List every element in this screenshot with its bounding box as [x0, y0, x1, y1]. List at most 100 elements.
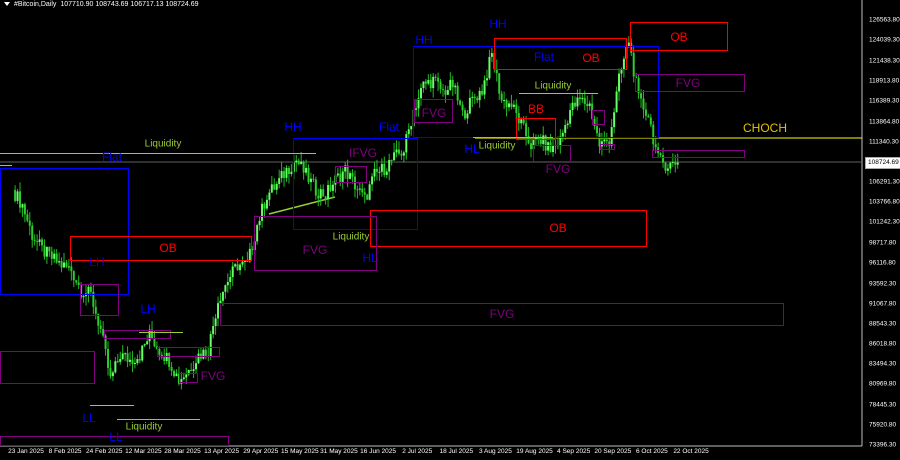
price-tick-label: 124039.30: [869, 36, 900, 44]
fvg-zone[interactable]: [179, 373, 198, 383]
candle: [146, 341, 149, 345]
liquidity-line[interactable]: [117, 419, 200, 420]
candle: [522, 119, 525, 124]
order-block-zone[interactable]: [630, 22, 728, 51]
candle: [419, 88, 422, 99]
order-block-zone[interactable]: [494, 38, 627, 70]
candle: [270, 184, 273, 193]
fvg-zone[interactable]: [0, 351, 95, 384]
candle: [613, 112, 616, 128]
fvg-zone[interactable]: [533, 145, 571, 162]
candle: [642, 98, 645, 110]
candle: [578, 97, 581, 100]
candle: [197, 353, 200, 364]
liquidity-line[interactable]: [519, 93, 598, 94]
candle: [302, 161, 305, 173]
candle: [221, 291, 224, 301]
candle: [618, 73, 621, 92]
candle: [627, 42, 630, 47]
fvg-zone[interactable]: [157, 347, 220, 357]
liquidity-line[interactable]: [0, 165, 12, 166]
candle: [434, 76, 437, 78]
candle: [89, 286, 92, 292]
fvg-zone[interactable]: [0, 436, 229, 446]
order-block-zone[interactable]: [370, 210, 647, 247]
candle: [151, 329, 154, 340]
candles-group: [14, 36, 679, 390]
flat-zone[interactable]: [293, 138, 418, 230]
chart-title: #Bitcoin,Daily 107710.90 108743.69 10671…: [4, 1, 199, 8]
candle: [422, 81, 425, 89]
fvg-zone[interactable]: [414, 99, 453, 123]
fvg-zone[interactable]: [592, 110, 605, 125]
flat-label: Flat: [533, 50, 555, 64]
candle: [478, 90, 481, 101]
fvg-zone[interactable]: [220, 303, 784, 326]
ob-label: OB: [670, 30, 688, 44]
fvg-zone[interactable]: [652, 150, 745, 158]
date-tick-label: 31 May 2025: [320, 448, 358, 455]
price-tick-label: 80969.80: [869, 380, 897, 388]
candle: [596, 126, 599, 134]
candle: [287, 167, 290, 175]
candle: [185, 374, 188, 378]
candle: [407, 129, 410, 135]
candle: [322, 189, 325, 197]
candle: [615, 91, 618, 113]
candle: [278, 178, 281, 184]
price-tick-label: 101242.30: [869, 218, 900, 226]
candle: [586, 103, 589, 107]
candle: [55, 253, 58, 263]
trendline[interactable]: [268, 196, 336, 215]
candle: [153, 339, 156, 347]
liquidity-line[interactable]: [139, 332, 183, 333]
candle: [80, 285, 83, 298]
candle: [456, 85, 459, 101]
candle: [165, 353, 168, 362]
date-tick-label: 20 Sep 2025: [594, 448, 632, 455]
liquidity-line[interactable]: [90, 405, 134, 406]
liquidity-label: Liquidity: [478, 140, 516, 152]
candle: [70, 266, 73, 272]
candle: [544, 135, 547, 151]
candle: [510, 103, 513, 107]
candle: [173, 370, 176, 377]
candle: [581, 97, 584, 100]
candle: [549, 142, 552, 152]
candle: [67, 266, 70, 268]
fvg-zone[interactable]: [80, 284, 119, 316]
candle: [400, 153, 403, 156]
candle: [637, 77, 640, 94]
order-block-zone[interactable]: [70, 236, 252, 261]
fvg-zone[interactable]: [254, 216, 377, 271]
candle: [635, 76, 638, 78]
fvg-label: FVG: [302, 243, 328, 257]
candle: [327, 185, 330, 200]
candle: [182, 377, 185, 380]
candle: [148, 329, 151, 342]
candle: [490, 53, 493, 57]
open-value: 107710.90: [60, 1, 94, 8]
ifvg-zone[interactable]: [335, 166, 367, 183]
dropdown-triangle-icon[interactable]: [4, 2, 10, 7]
fvg-zone[interactable]: [635, 74, 745, 92]
candle: [454, 85, 457, 88]
fvg-zone[interactable]: [104, 330, 171, 339]
candle: [390, 159, 393, 161]
date-tick-label: 24 Feb 2025: [85, 448, 123, 455]
price-tick-label: 88543.30: [869, 320, 897, 328]
candle: [258, 220, 261, 226]
hh-label: HH: [284, 120, 302, 134]
candle: [566, 123, 569, 126]
candle: [97, 313, 100, 326]
date-tick-label: 8 Feb 2025: [48, 448, 82, 455]
candle: [290, 171, 293, 175]
candle: [246, 260, 249, 262]
liquidity-line[interactable]: [473, 137, 553, 138]
breaker-block-zone[interactable]: [516, 118, 556, 140]
candle: [358, 188, 361, 190]
flat-zone[interactable]: [0, 168, 129, 295]
fvg-zone[interactable]: [600, 144, 615, 150]
liquidity-line[interactable]: [0, 153, 316, 154]
